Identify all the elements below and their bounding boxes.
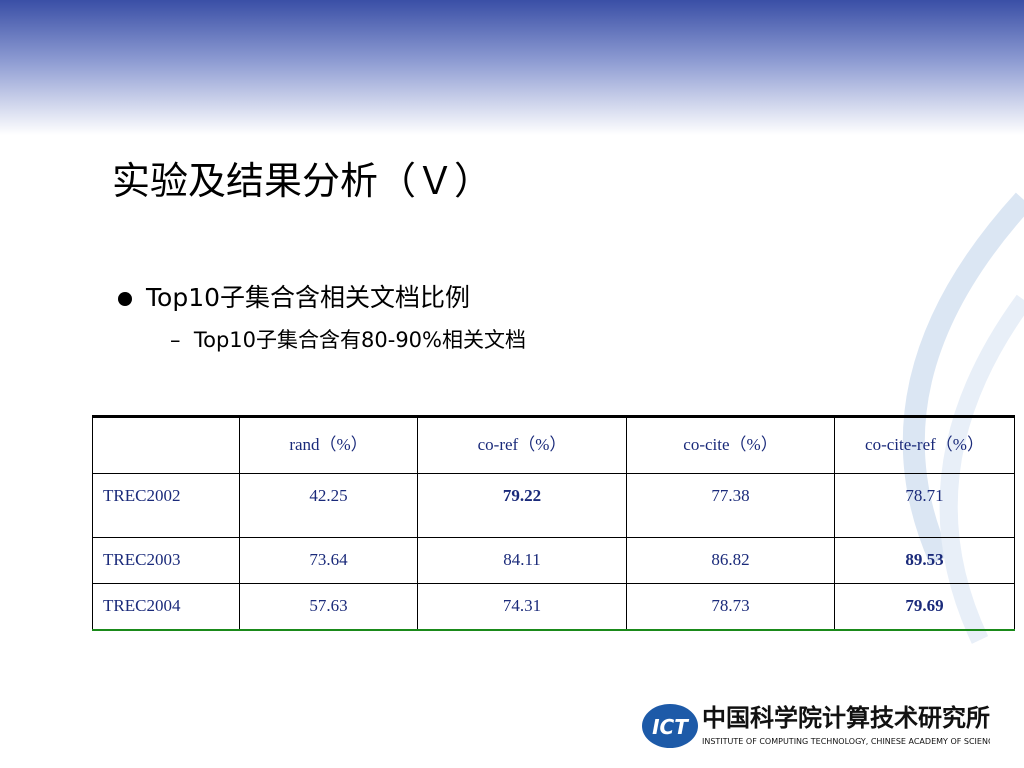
column-header: rand（%） bbox=[239, 415, 418, 474]
table-cell: 74.31 bbox=[417, 583, 627, 631]
column-header: co-cite-ref（%） bbox=[834, 415, 1015, 474]
table-cell: 89.53 bbox=[834, 537, 1015, 584]
header-band bbox=[0, 0, 1024, 135]
logo-english: INSTITUTE OF COMPUTING TECHNOLOGY, CHINE… bbox=[702, 737, 990, 746]
sub-bullet-text: Top10子集合含有80-90%相关文档 bbox=[193, 328, 526, 352]
row-label: TREC2004 bbox=[92, 583, 240, 631]
table-cell: 73.64 bbox=[239, 537, 418, 584]
logo-name: 中国科学院计算技术研究所 bbox=[702, 704, 990, 732]
sub-bullet: – Top10子集合含有80-90%相关文档 bbox=[170, 328, 526, 352]
table-cell: 77.38 bbox=[626, 473, 835, 538]
corner-cell bbox=[92, 415, 240, 474]
table-row: TREC2002 42.25 79.22 77.38 78.71 bbox=[92, 473, 1015, 538]
table-row: rand（%） co-ref（%） co-cite（%） co-cite-ref（%） bbox=[92, 415, 1015, 474]
slide-title: 实验及结果分析（Ｖ） bbox=[112, 159, 493, 203]
logo-mark: ICT bbox=[652, 715, 689, 739]
column-header: co-cite（%） bbox=[626, 415, 835, 474]
table-row: TREC2004 57.63 74.31 78.73 79.69 bbox=[92, 583, 1015, 631]
table-row: TREC2003 73.64 84.11 86.82 89.53 bbox=[92, 537, 1015, 584]
table-cell: 78.71 bbox=[834, 473, 1015, 538]
bullet-text: Top10子集合含相关文档比例 bbox=[146, 283, 470, 312]
table-cell: 78.73 bbox=[626, 583, 835, 631]
table-cell: 79.22 bbox=[417, 473, 627, 538]
bullet: Top10子集合含相关文档比例 bbox=[118, 278, 470, 314]
logo: ICT 中国科学院计算技术研究所 INSTITUTE OF COMPUTING … bbox=[642, 704, 990, 748]
table-cell: 84.11 bbox=[417, 537, 627, 584]
table-cell: 57.63 bbox=[239, 583, 418, 631]
column-header: co-ref（%） bbox=[417, 415, 627, 474]
table-cell: 42.25 bbox=[239, 473, 418, 538]
row-label: TREC2003 bbox=[92, 537, 240, 584]
row-label: TREC2002 bbox=[92, 473, 240, 538]
results-table: rand（%） co-ref（%） co-cite（%） co-cite-ref（%）… bbox=[92, 415, 1015, 631]
table-cell: 79.69 bbox=[834, 583, 1015, 631]
table-cell: 86.82 bbox=[626, 537, 835, 584]
